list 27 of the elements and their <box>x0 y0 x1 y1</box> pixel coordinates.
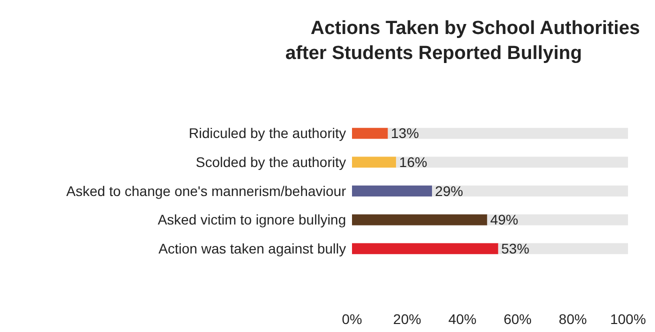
y-tick-label: Asked to change one's mannerism/behaviour <box>66 182 346 199</box>
data-label: 13% <box>390 125 419 142</box>
y-tick-label: Ridiculed by the authority <box>188 125 346 142</box>
data-label: 16% <box>399 154 428 170</box>
bar <box>396 156 628 168</box>
x-tick-label: 80% <box>558 311 587 327</box>
bar <box>352 186 432 196</box>
bar <box>432 186 628 196</box>
data-label: 29% <box>435 182 464 199</box>
bar <box>487 214 628 226</box>
bar <box>498 243 628 254</box>
bar <box>352 128 388 139</box>
x-tick-label: 20% <box>393 311 422 327</box>
chart-title: Actions Taken by School Authorities after Students Reported Bullying <box>285 18 640 64</box>
x-tick-label: 40% <box>448 311 476 327</box>
y-tick-label: Scolded by the authority <box>196 154 346 170</box>
x-tick-label: 0% <box>342 311 362 327</box>
x-tick-label: 100% <box>610 311 646 327</box>
bar <box>352 156 396 168</box>
bar <box>352 214 488 226</box>
x-tick-label: 60% <box>504 311 532 327</box>
bar <box>388 128 628 139</box>
bar <box>352 243 498 254</box>
y-tick-label: Action was taken against bully <box>158 240 346 257</box>
data-label: 49% <box>490 212 518 228</box>
data-label: 53% <box>501 240 530 257</box>
y-tick-label: Asked victim to ignore bullying <box>158 212 346 228</box>
